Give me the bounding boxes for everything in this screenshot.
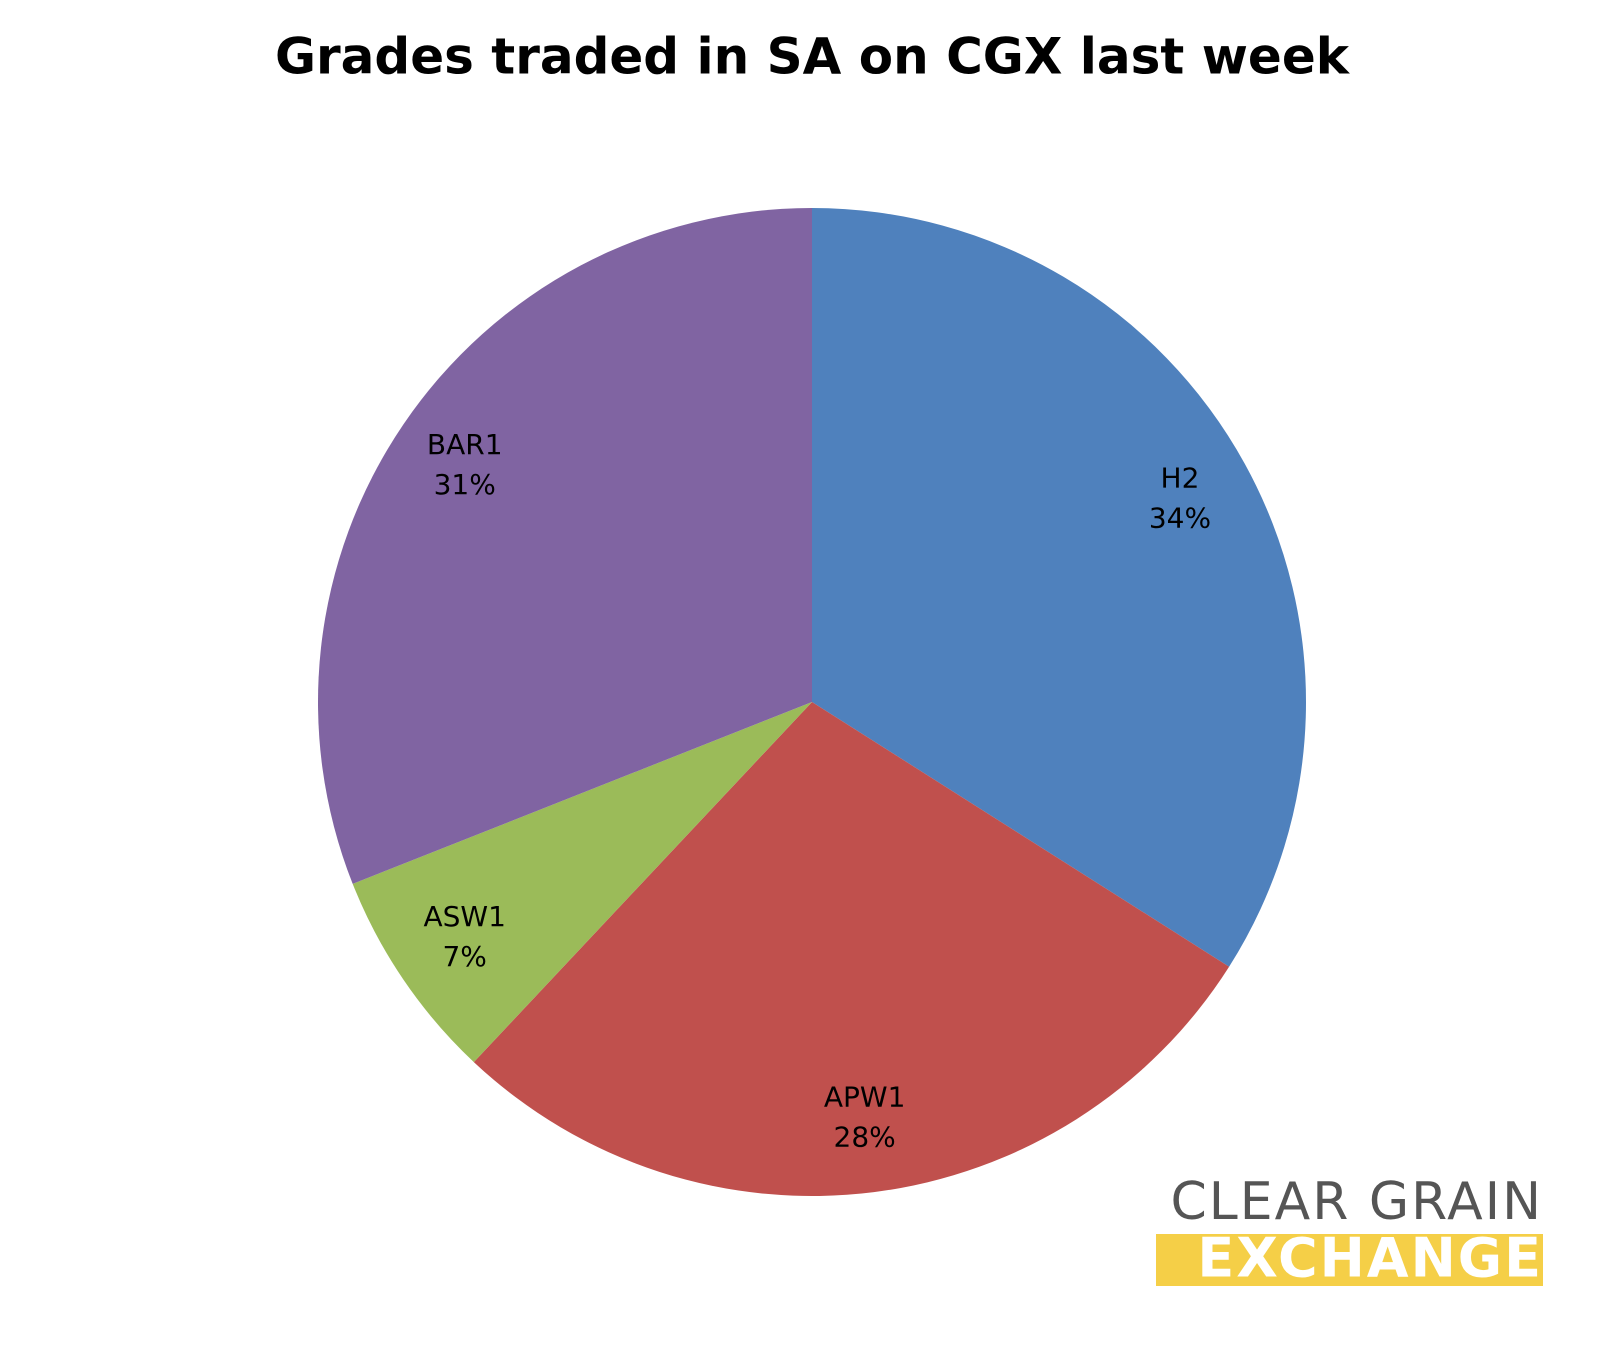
value-label: 34% bbox=[1149, 502, 1211, 535]
slice-label: ASW1 bbox=[423, 900, 505, 933]
pie-slice bbox=[473, 702, 1230, 1197]
slice-label: BAR1 bbox=[427, 428, 503, 461]
logo-band bbox=[1156, 1234, 1543, 1286]
pie-slice bbox=[317, 208, 812, 884]
logo: CLEAR GRAIN EXCHANGE bbox=[1156, 1172, 1543, 1290]
pie-slice bbox=[352, 702, 812, 1063]
slice-label: H2 bbox=[1161, 462, 1200, 495]
value-label: 7% bbox=[442, 940, 486, 973]
pie-slice bbox=[812, 208, 1307, 967]
value-label: 31% bbox=[434, 468, 496, 501]
logo-text: EXCHANGE bbox=[1197, 1227, 1543, 1290]
logo-text: CLEAR GRAIN bbox=[1171, 1172, 1544, 1232]
value-label: 28% bbox=[834, 1121, 896, 1154]
slice-label: APW1 bbox=[824, 1081, 906, 1114]
chart-title: Grades traded in SA on CGX last week bbox=[275, 28, 1351, 86]
